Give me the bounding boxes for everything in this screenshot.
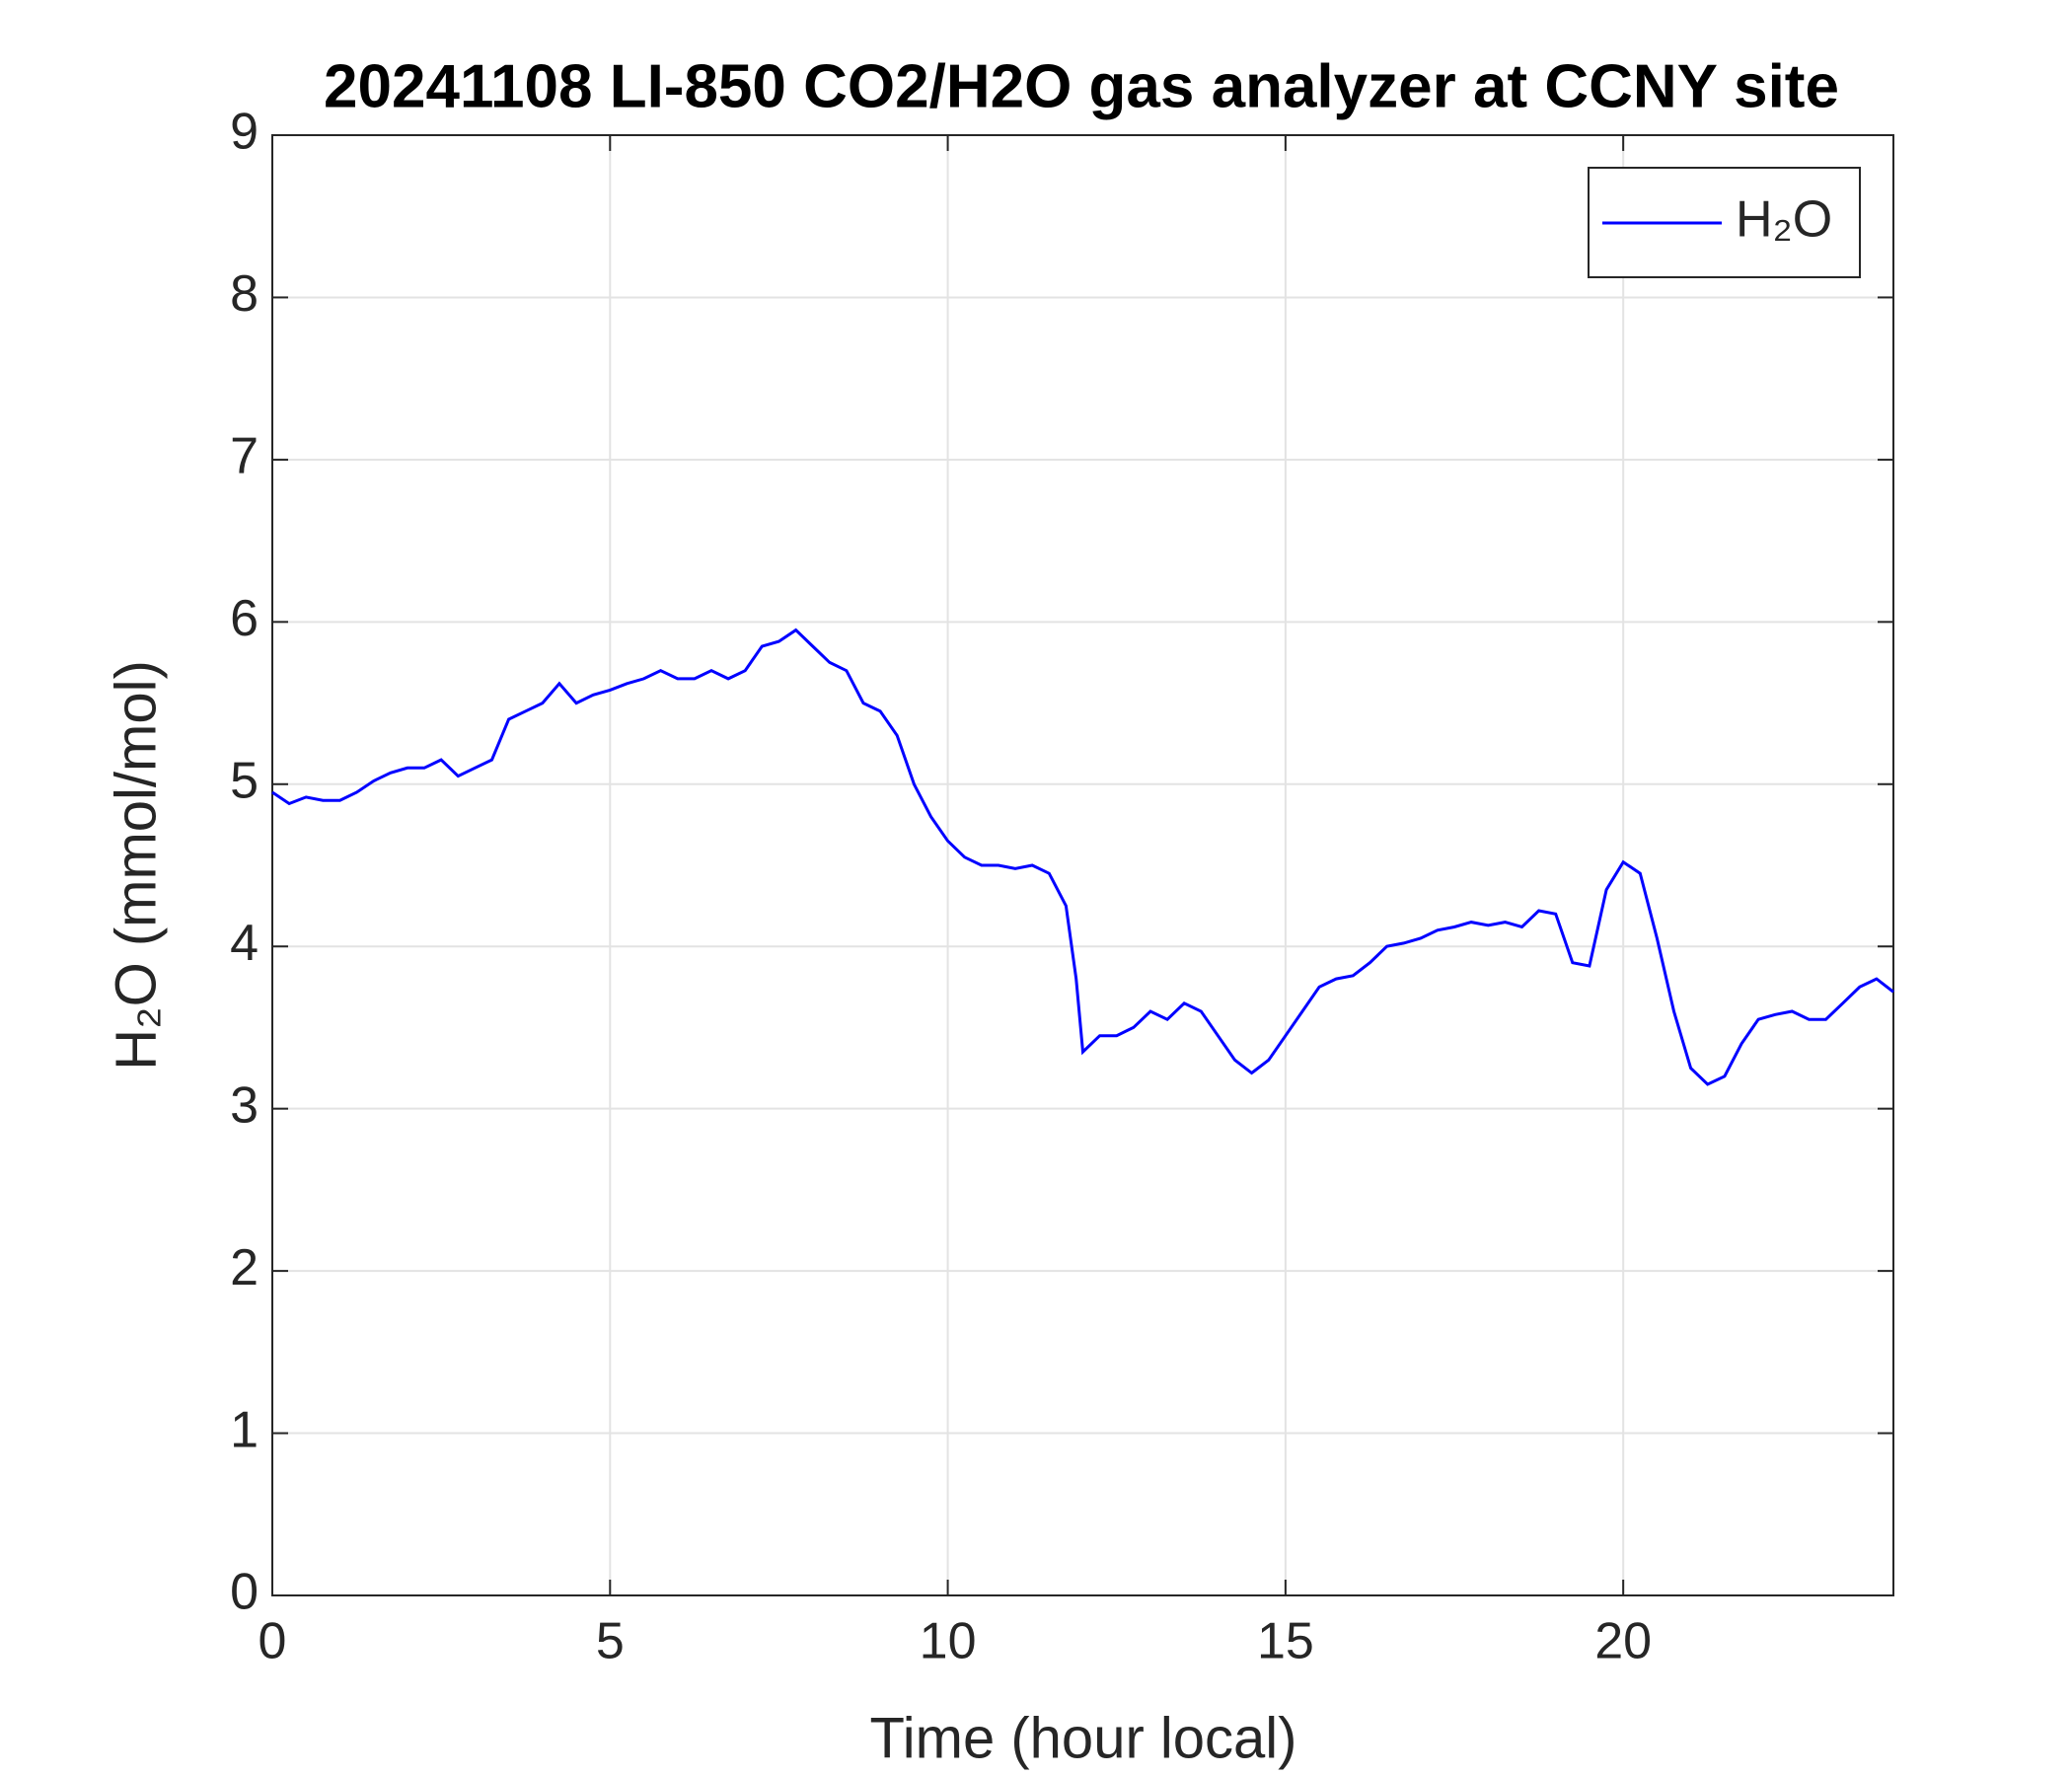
x-tick-label: 5: [596, 1613, 625, 1670]
data-line: [271, 628, 1894, 1086]
y-tick-label: 3: [230, 1076, 259, 1134]
y-tick-label: 6: [230, 590, 259, 647]
plot-frame: [271, 134, 1894, 1596]
y-tick-label: 9: [230, 104, 259, 161]
x-tick-label: 20: [1594, 1613, 1652, 1670]
y-tick-label: 1: [230, 1401, 259, 1458]
y-tick-label: 4: [230, 915, 259, 972]
x-tick-label: 15: [1257, 1613, 1314, 1670]
x-axis-label: Time (hour local): [870, 1706, 1297, 1770]
x-tick-label: 0: [259, 1613, 287, 1670]
legend-label: H₂O: [1736, 191, 1832, 249]
y-tick-label: 2: [230, 1239, 259, 1296]
y-tick-label: 0: [230, 1564, 259, 1621]
y-tick-label: 7: [230, 428, 259, 485]
y-axis-label: H₂O (mmol/mol): [104, 660, 168, 1071]
chart-title: 20241108 LI-850 CO2/H2O gas analyzer at …: [324, 52, 1839, 120]
x-tick-label: 10: [920, 1613, 977, 1670]
y-tick-label: 5: [230, 753, 259, 810]
y-tick-label: 8: [230, 265, 259, 323]
